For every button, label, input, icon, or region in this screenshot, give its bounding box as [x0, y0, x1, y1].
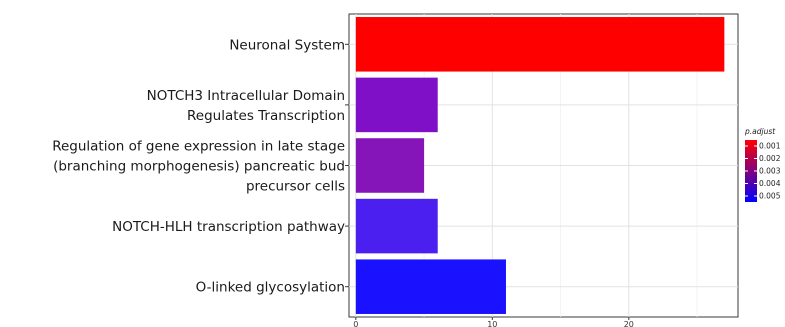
legend: p.adjust 0.001 0.002 0.003 0.004 0.005	[744, 127, 781, 202]
x-tick-label: 10	[487, 320, 497, 327]
category-labels: Neuronal System NOTCH3 Intracellular Doma…	[52, 37, 349, 296]
bar	[355, 77, 438, 133]
bar	[355, 138, 425, 193]
legend-colorbar	[745, 140, 757, 202]
bar	[355, 259, 506, 314]
category-label: Neuronal System	[229, 37, 345, 53]
x-tick-label: 0	[353, 320, 358, 327]
x-tick-label: 20	[624, 320, 634, 327]
category-label: O-linked glycosylation	[196, 280, 345, 296]
bar	[355, 17, 725, 72]
category-label: NOTCH3 Intracellular Domain Regulates Tra…	[147, 88, 345, 124]
legend-label: 0.005	[759, 192, 781, 201]
legend-labels: 0.001 0.002 0.003 0.004 0.005	[745, 142, 781, 201]
bar	[355, 198, 438, 254]
legend-label: 0.003	[759, 167, 781, 176]
bars	[355, 17, 725, 314]
legend-label: 0.001	[759, 142, 781, 151]
x-axis-ticks: 0 10 20	[353, 317, 634, 327]
category-label: Regulation of gene expression in late st…	[52, 139, 345, 195]
legend-title: p.adjust	[744, 127, 776, 136]
legend-label: 0.004	[759, 179, 781, 188]
category-label: NOTCH-HLH transcription pathway	[112, 219, 345, 235]
legend-label: 0.002	[759, 154, 781, 163]
